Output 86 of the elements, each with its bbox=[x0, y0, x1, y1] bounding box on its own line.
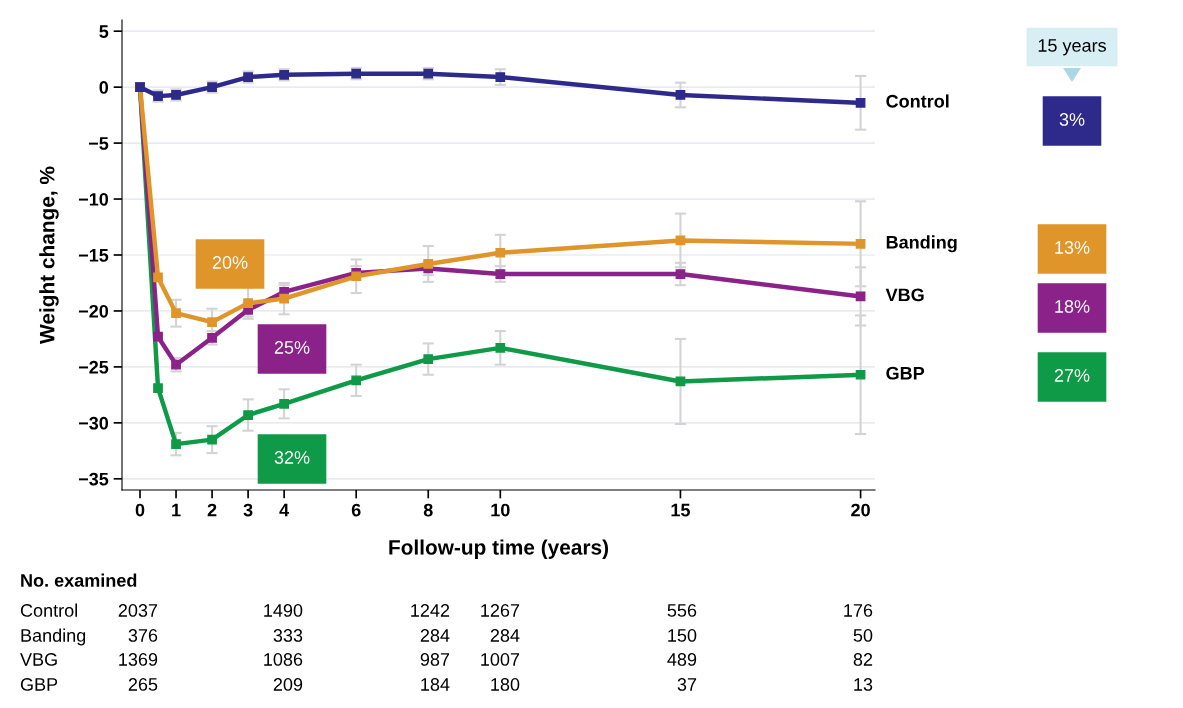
text: 284 bbox=[420, 629, 450, 642]
text: 15 years bbox=[1038, 39, 1106, 56]
text: Banding bbox=[21, 628, 86, 646]
point bbox=[675, 90, 686, 100]
text: 150 bbox=[668, 629, 697, 642]
point bbox=[855, 238, 866, 249]
y-tick-label: −20 bbox=[78, 304, 109, 318]
text: 82 bbox=[853, 653, 873, 666]
x-tick-label: 4 bbox=[279, 503, 290, 517]
text: 1267 bbox=[481, 604, 520, 617]
point bbox=[279, 293, 289, 304]
x-tick-label: 8 bbox=[423, 503, 433, 517]
point bbox=[423, 259, 434, 269]
point bbox=[855, 97, 866, 108]
text: 13 bbox=[854, 678, 873, 691]
text: 489 bbox=[667, 653, 697, 666]
y-tick-label: 0 bbox=[99, 81, 109, 94]
text: 1242 bbox=[411, 604, 450, 617]
point bbox=[243, 410, 253, 420]
text: Control bbox=[20, 603, 77, 617]
series-label: Banding bbox=[886, 235, 957, 253]
point bbox=[171, 439, 181, 449]
text: 180 bbox=[491, 678, 520, 691]
series-label: Control bbox=[886, 94, 949, 108]
text: 376 bbox=[128, 629, 158, 642]
x-tick-label: 6 bbox=[351, 503, 361, 517]
x-axis-title: Follow-up time (years) bbox=[389, 539, 609, 559]
text: 556 bbox=[667, 604, 697, 617]
y-tick-label: −15 bbox=[78, 249, 109, 262]
text: 18% bbox=[1055, 300, 1090, 313]
point bbox=[171, 308, 181, 319]
x-tick-label: 15 bbox=[671, 503, 690, 517]
text: 1369 bbox=[119, 653, 158, 666]
text: 1086 bbox=[264, 653, 303, 666]
x-tick-label: 0 bbox=[135, 503, 145, 517]
text: 27% bbox=[1054, 369, 1090, 382]
x-tick-label: 1 bbox=[172, 503, 181, 517]
text: 50 bbox=[853, 629, 873, 642]
text: 13% bbox=[1055, 241, 1090, 254]
x-tick-label: 20 bbox=[851, 503, 870, 517]
text: 176 bbox=[844, 604, 873, 617]
text: 1007 bbox=[481, 653, 520, 666]
y-tick-label: −35 bbox=[78, 472, 109, 486]
x-tick-label: 10 bbox=[491, 503, 510, 517]
annotation: 32% bbox=[274, 451, 310, 464]
text: 987 bbox=[420, 653, 450, 666]
y-tick-label: −5 bbox=[88, 137, 109, 150]
point bbox=[207, 317, 217, 328]
series-label: VBG bbox=[885, 288, 924, 302]
text: 284 bbox=[490, 629, 520, 642]
point bbox=[153, 331, 163, 342]
point bbox=[153, 383, 163, 394]
text: 265 bbox=[128, 678, 158, 691]
point bbox=[351, 375, 362, 386]
y-tick-label: −25 bbox=[78, 360, 109, 374]
text: 1490 bbox=[264, 604, 303, 617]
point bbox=[423, 354, 434, 364]
point bbox=[495, 247, 506, 258]
point bbox=[495, 343, 506, 353]
point bbox=[675, 269, 686, 279]
annotation: 25% bbox=[274, 341, 310, 354]
y-tick-label: −10 bbox=[78, 192, 109, 206]
text: 209 bbox=[273, 678, 303, 691]
text: VBG bbox=[20, 653, 57, 666]
text: 333 bbox=[273, 629, 303, 642]
point bbox=[153, 272, 163, 283]
annotation: 20% bbox=[212, 256, 248, 269]
point bbox=[351, 271, 362, 282]
series-label: GBP bbox=[886, 366, 925, 380]
point bbox=[855, 369, 866, 380]
text: 37 bbox=[677, 678, 697, 691]
point bbox=[495, 269, 506, 279]
point bbox=[495, 72, 506, 82]
text: 3% bbox=[1059, 113, 1085, 126]
y-tick-label: 5 bbox=[99, 25, 109, 38]
y-tick-label: −30 bbox=[78, 416, 109, 430]
text: GBP bbox=[20, 678, 58, 691]
x-tick-label: 3 bbox=[243, 503, 253, 517]
x-tick-label: 2 bbox=[207, 503, 217, 517]
point bbox=[207, 434, 217, 445]
text: 2037 bbox=[118, 604, 158, 617]
y-axis-title: Weight change, % bbox=[39, 166, 59, 344]
text: 184 bbox=[421, 678, 450, 691]
point bbox=[279, 398, 289, 409]
point bbox=[243, 298, 253, 308]
text: No. examined bbox=[21, 573, 137, 587]
